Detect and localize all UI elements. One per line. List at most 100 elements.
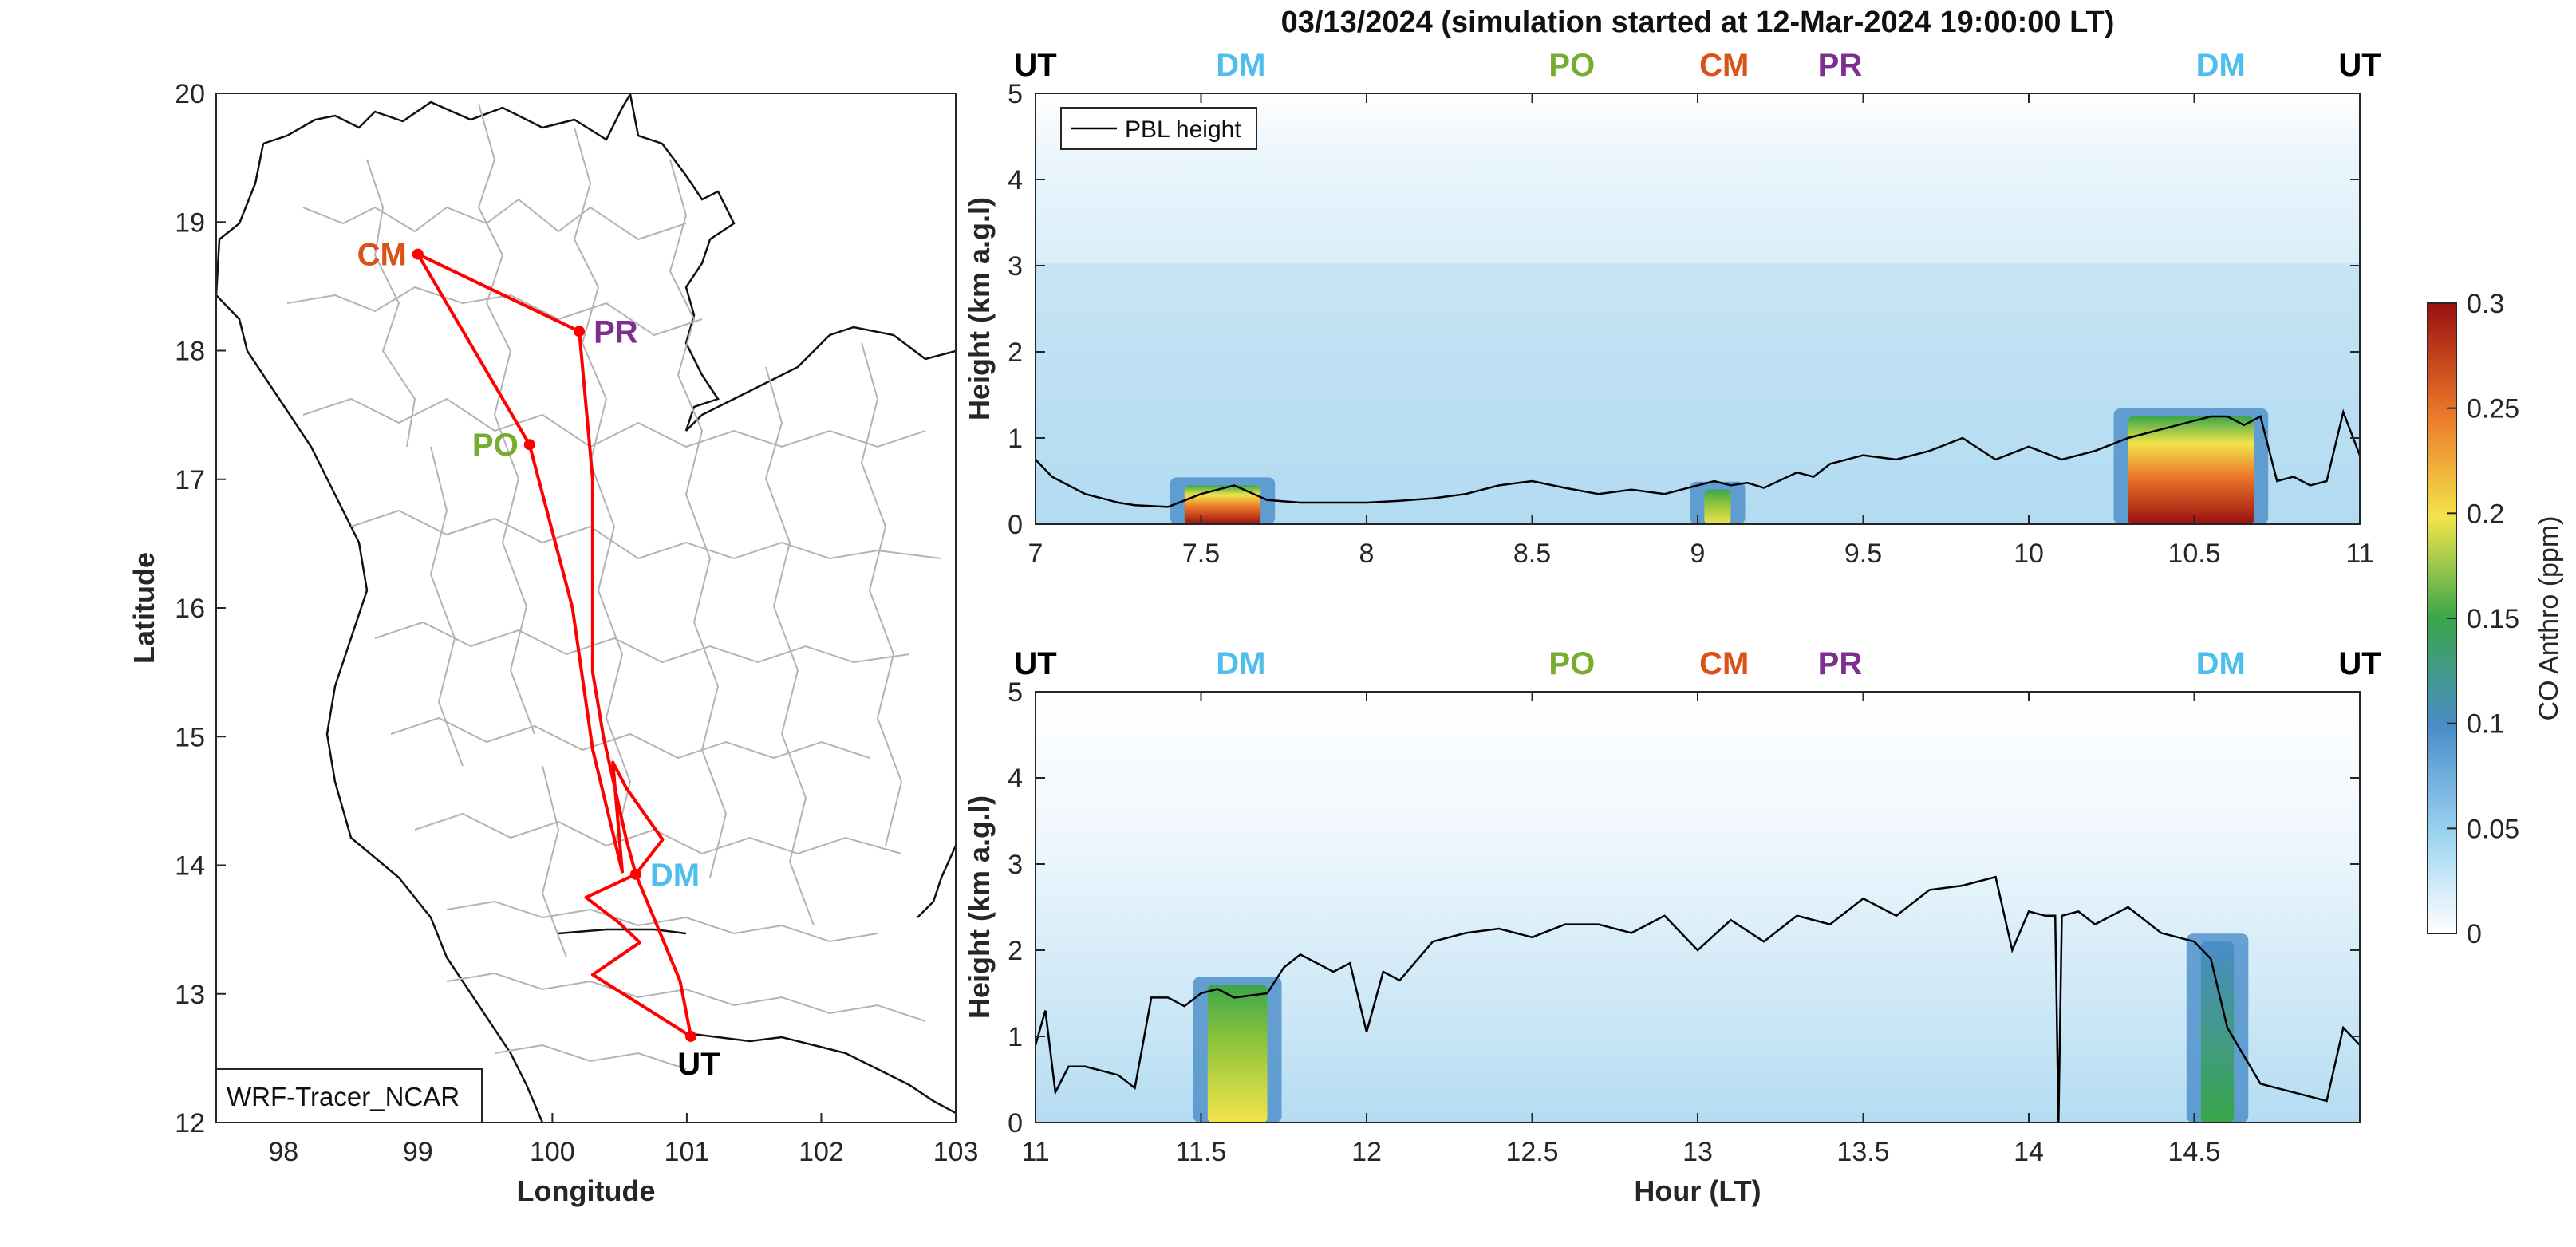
top-y-tick-label: 4 — [1008, 165, 1023, 195]
top-y-tick-label: 0 — [1008, 510, 1023, 540]
map-x-tick-label: 101 — [665, 1137, 710, 1167]
bottom-station-dm: DM — [1216, 646, 1265, 681]
station-label-dm: DM — [650, 858, 700, 893]
map-y-tick-label: 15 — [175, 722, 205, 752]
colorbar: 0 0.05 0.1 0.15 0.2 0.25 0.3 CO Anthro (ppm) — [2427, 289, 2564, 949]
map-y-tick-label: 18 — [175, 337, 205, 367]
top-x-tick-label: 7 — [1028, 539, 1043, 569]
map-y-tick-label: 17 — [175, 465, 205, 495]
top-y-tick-label: 3 — [1008, 251, 1023, 282]
colorbar-tick-label: 0.15 — [2467, 604, 2519, 634]
bottom-pbl-line — [1036, 875, 2360, 1123]
top-x-tick-label: 7.5 — [1182, 539, 1220, 569]
map-y-axis-label: Latitude — [128, 552, 160, 664]
map-x-tick-label: 103 — [933, 1137, 979, 1167]
top-x-tick-label: 10 — [2014, 539, 2044, 569]
top-station-po: PO — [1548, 48, 1595, 83]
station-marker-pr — [574, 326, 586, 337]
colorbar-tick-label: 0.1 — [2467, 709, 2504, 740]
station-label-ut: UT — [677, 1047, 720, 1082]
pbl-legend-label: PBL height — [1125, 116, 1241, 143]
top-y-tick-label: 2 — [1008, 337, 1023, 368]
map-legend-box — [215, 1068, 483, 1123]
map-x-tick-label: 99 — [403, 1137, 433, 1167]
bottom-y-tick-label: 3 — [1008, 850, 1023, 880]
bottom-x-tick-label: 12.5 — [1505, 1137, 1558, 1167]
bottom-y-axis-label: Height (km a.g.l) — [963, 795, 996, 1019]
bottom-station-pr: PR — [1818, 646, 1863, 681]
top-co-plume — [1704, 489, 1731, 524]
bottom-y-tick-label: 5 — [1008, 677, 1023, 708]
top-co-plume — [2128, 416, 2254, 524]
station-marker-po — [523, 439, 535, 451]
station-label-po: PO — [472, 428, 519, 463]
bottom-y-tick-label: 0 — [1008, 1108, 1023, 1138]
bottom-co-plume — [1207, 985, 1268, 1123]
bottom-station-dm: DM — [2196, 646, 2246, 681]
top-x-tick-label: 8 — [1359, 539, 1375, 569]
bottom-x-tick-label: 12 — [1351, 1137, 1382, 1167]
top-x-tick-label: 8.5 — [1513, 539, 1551, 569]
bottom-station-ut: UT — [2338, 646, 2381, 681]
top-co-plume — [1184, 485, 1261, 524]
top-x-tick-label: 9 — [1690, 539, 1706, 569]
map-y-tick-label: 19 — [175, 207, 205, 238]
colorbar-tick-label: 0.25 — [2467, 394, 2519, 424]
station-marker-cm — [412, 248, 424, 260]
map-y-tick-label: 20 — [175, 79, 205, 109]
bottom-y-tick-label: 4 — [1008, 764, 1023, 794]
flight-track — [416, 252, 692, 1038]
bottom-x-tick-label: 13.5 — [1836, 1137, 1889, 1167]
map-y-tick-label: 14 — [175, 851, 205, 882]
map-legend-label: WRF-Tracer_NCAR — [227, 1082, 460, 1111]
top-station-ut: UT — [1014, 48, 1056, 83]
station-label-cm: CM — [357, 238, 407, 273]
bottom-x-tick-label: 14 — [2014, 1137, 2044, 1167]
province-boundaries — [286, 103, 942, 1070]
bottom-x-axis-label: Hour (LT) — [1634, 1174, 1761, 1207]
map-x-tick-label: 100 — [530, 1137, 575, 1167]
bottom-station-cm: CM — [1699, 646, 1749, 681]
bottom-co-plume — [2200, 941, 2235, 1123]
bottom-x-tick-label: 13 — [1682, 1137, 1713, 1167]
bottom-station-po: PO — [1548, 646, 1595, 681]
colorbar-tick-label: 0 — [2467, 919, 2482, 949]
top-y-tick-label: 1 — [1008, 424, 1023, 454]
colorbar-tick-label: 0.3 — [2467, 289, 2504, 319]
top-y-axis-label: Height (km a.g.l) — [963, 197, 996, 420]
map-panel: CM PR PO DM UT 98 99 100 101 102 103 12 13 14 15 16 17 1… — [128, 79, 978, 1207]
colorbar-label: CO Anthro (ppm) — [2534, 516, 2564, 721]
bottom-x-tick-label: 11 — [1021, 1137, 1049, 1167]
top-x-tick-label: 10.5 — [2168, 539, 2220, 569]
top-station-cm: CM — [1699, 48, 1749, 83]
bottom-x-tick-label: 11.5 — [1176, 1137, 1227, 1167]
top-x-tick-label: 11 — [2345, 539, 2373, 569]
top-x-tick-label: 9.5 — [1844, 539, 1882, 569]
map-x-tick-label: 102 — [799, 1137, 844, 1167]
station-marker-dm — [629, 868, 641, 880]
map-y-tick-label: 12 — [175, 1108, 205, 1138]
map-x-tick-label: 98 — [268, 1137, 298, 1167]
station-label-pr: PR — [594, 314, 638, 349]
country-border — [216, 93, 956, 1123]
colorbar-tick-label: 0.05 — [2467, 814, 2519, 844]
top-station-ut: UT — [2338, 48, 2381, 83]
station-marker-ut — [684, 1030, 696, 1042]
bottom-x-tick-label: 14.5 — [2168, 1137, 2220, 1167]
colorbar-tick-label: 0.2 — [2467, 499, 2504, 529]
map-y-tick-label: 13 — [175, 980, 205, 1010]
map-y-tick-label: 16 — [175, 594, 205, 624]
map-x-axis-label: Longitude — [517, 1174, 656, 1207]
figure-title: 03/13/2024 (simulation started at 12-Mar… — [1281, 6, 2115, 39]
top-station-pr: PR — [1818, 48, 1863, 83]
top-station-dm: DM — [1216, 48, 1265, 83]
bottom-station-ut: UT — [1014, 646, 1056, 681]
top-heatmap-panel: 03/13/2024 (simulation started at 12-Mar… — [963, 6, 2381, 569]
bottom-y-tick-label: 1 — [1008, 1022, 1023, 1052]
bottom-y-tick-label: 2 — [1008, 936, 1023, 966]
top-station-dm: DM — [2196, 48, 2246, 83]
top-y-tick-label: 5 — [1008, 79, 1023, 109]
top-pbl-line — [1036, 408, 2360, 508]
